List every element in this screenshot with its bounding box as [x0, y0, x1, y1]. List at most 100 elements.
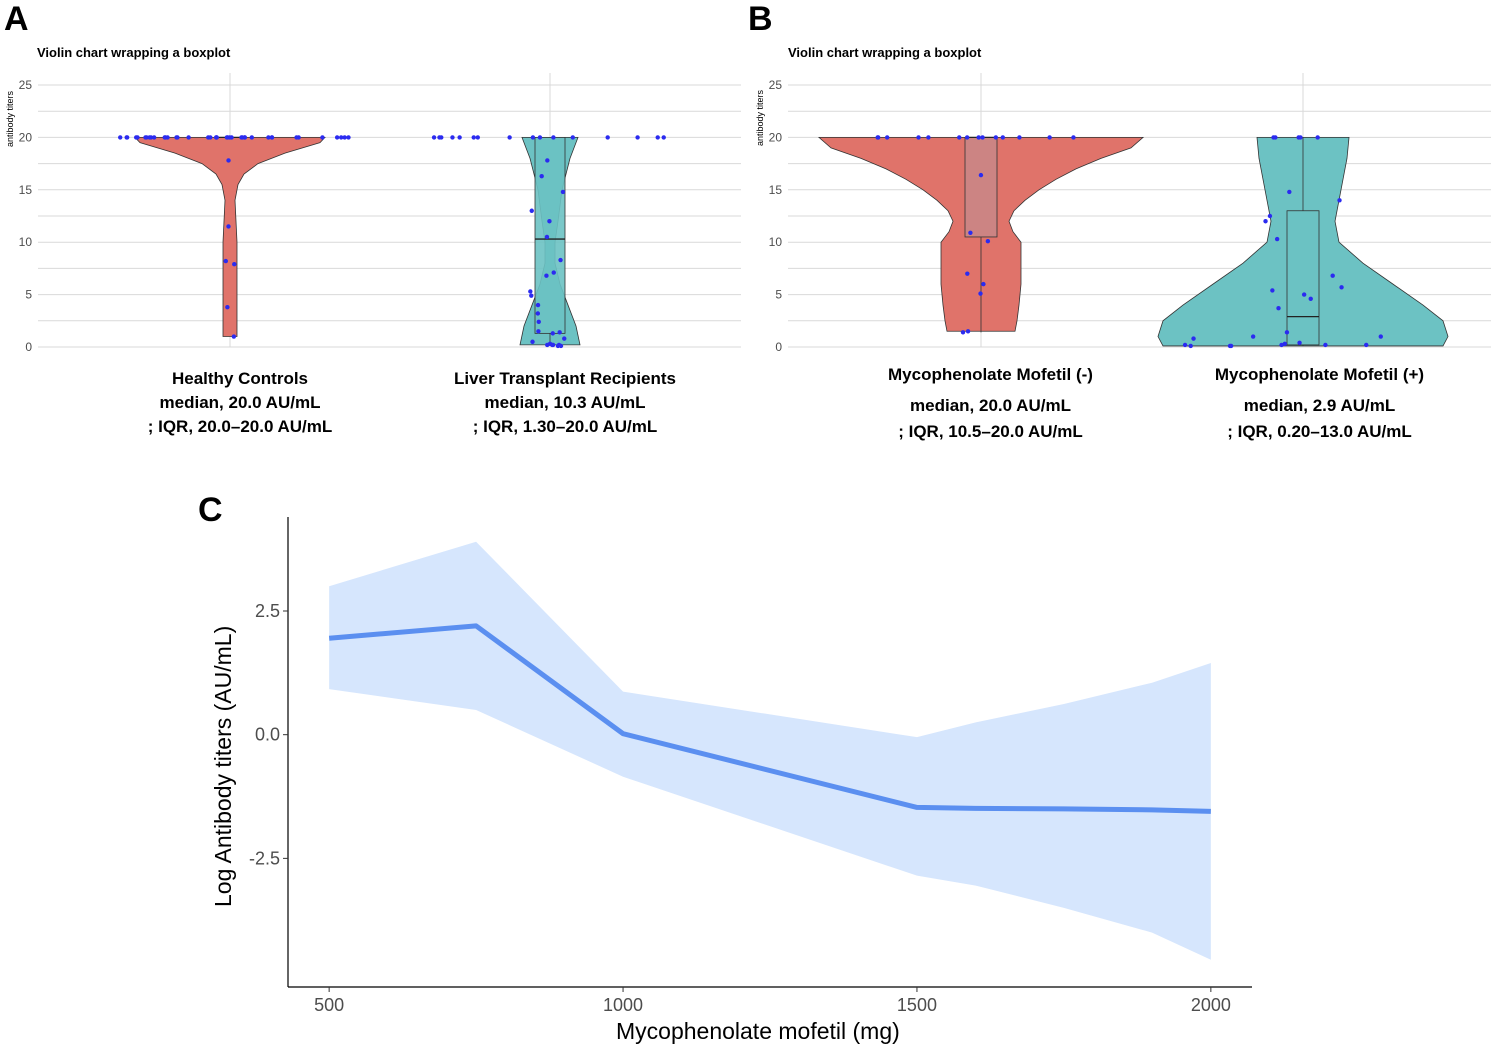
data-point — [249, 135, 255, 140]
panel-b-letter: B — [748, 0, 773, 38]
panel-b-title: Violin chart wrapping a boxplot — [788, 45, 982, 60]
data-point — [976, 135, 981, 140]
data-point — [1276, 306, 1281, 311]
data-point — [1274, 236, 1280, 242]
box-iqr — [964, 137, 998, 238]
data-point — [545, 342, 550, 348]
data-point — [1191, 336, 1196, 341]
data-point — [535, 311, 541, 316]
data-point — [1071, 135, 1076, 140]
data-point — [1297, 340, 1302, 346]
y-tick-label: 5 — [25, 288, 32, 302]
x-tick-label: 1500 — [897, 995, 937, 1015]
y-tick-label: 25 — [769, 78, 783, 92]
data-point — [530, 339, 535, 344]
data-point — [1323, 342, 1328, 348]
y-tick-label: 15 — [769, 183, 783, 197]
data-point — [232, 262, 237, 267]
data-point — [223, 258, 228, 264]
data-point — [124, 135, 129, 140]
data-point — [536, 319, 541, 325]
group-name: Liver Transplant Recipients — [453, 369, 676, 388]
violin-0 — [134, 137, 326, 337]
data-point — [875, 135, 880, 140]
data-point — [558, 343, 564, 349]
data-point — [1267, 213, 1273, 219]
data-point — [1279, 342, 1284, 348]
data-point — [1315, 135, 1320, 140]
data-point — [978, 291, 983, 296]
data-point — [208, 135, 213, 140]
group-name: Mycophenolate Mofetil (-) — [888, 365, 1093, 384]
data-point — [294, 135, 299, 140]
data-point — [562, 336, 567, 341]
data-point — [535, 302, 541, 308]
data-point — [342, 135, 347, 140]
panel-c-letter: C — [198, 491, 223, 529]
data-point — [605, 135, 610, 140]
data-point — [320, 135, 325, 140]
panel-a-chart: 0 5 10 15 20 25 — [19, 73, 741, 354]
panel-b-caption-1: Mycophenolate Mofetil (-) median, 20.0 A… — [868, 360, 1113, 442]
data-point — [1188, 343, 1193, 349]
panel-b-chart: 0 5 10 15 20 25 — [769, 73, 1491, 354]
data-point — [985, 238, 991, 244]
data-point — [550, 331, 555, 336]
data-point — [475, 135, 480, 140]
panel-a-letter: A — [4, 0, 29, 38]
data-point — [1263, 219, 1268, 224]
data-point — [457, 135, 462, 140]
data-point — [224, 135, 230, 140]
data-point — [978, 172, 984, 178]
data-point — [655, 135, 660, 140]
data-point — [981, 281, 986, 287]
data-point — [1339, 285, 1344, 290]
data-point — [1017, 135, 1022, 140]
data-point — [528, 289, 533, 294]
group-median: median, 2.9 AU/mL — [1243, 396, 1396, 415]
x-tick-label: 2000 — [1191, 995, 1231, 1015]
data-point — [993, 135, 999, 140]
data-point — [884, 135, 890, 140]
data-point — [1270, 288, 1275, 293]
data-point — [1378, 334, 1383, 339]
data-point — [437, 135, 442, 140]
data-point — [926, 135, 931, 140]
data-point — [1308, 296, 1313, 301]
group-median: median, 10.3 AU/mL — [484, 393, 646, 412]
data-point — [539, 173, 544, 179]
group-iqr: ; IQR, 0.20–13.0 AU/mL — [1227, 422, 1412, 441]
data-point — [431, 135, 437, 140]
data-point — [143, 135, 148, 140]
data-point — [174, 135, 179, 140]
data-point — [214, 135, 219, 140]
panel-b-caption-2: Mycophenolate Mofetil (+) median, 2.9 AU… — [1192, 360, 1447, 442]
y-tick-label: 20 — [769, 130, 783, 144]
group-iqr: ; IQR, 1.30–20.0 AU/mL — [472, 417, 658, 436]
data-point — [555, 343, 561, 349]
y-tick-label: 0 — [775, 340, 782, 354]
data-point — [151, 135, 157, 140]
data-point — [1337, 198, 1342, 203]
data-point — [551, 270, 556, 275]
data-point — [1298, 135, 1303, 140]
data-point — [544, 273, 549, 278]
data-point — [557, 330, 562, 335]
confidence-ribbon — [329, 541, 1211, 960]
data-point — [957, 135, 962, 140]
data-point — [266, 135, 271, 140]
data-point — [550, 342, 556, 348]
data-point — [537, 135, 543, 140]
data-point — [346, 135, 351, 140]
data-point — [1330, 273, 1335, 278]
data-point — [269, 135, 275, 140]
data-point — [239, 135, 244, 140]
panel-a-caption-2: Liver Transplant Recipients median, 10.3… — [440, 367, 690, 439]
data-point — [980, 135, 985, 140]
data-point — [530, 135, 536, 140]
box-iqr — [1286, 210, 1320, 346]
data-point — [1047, 135, 1052, 140]
group-name: Healthy Controls — [171, 369, 309, 388]
data-point — [960, 330, 966, 335]
